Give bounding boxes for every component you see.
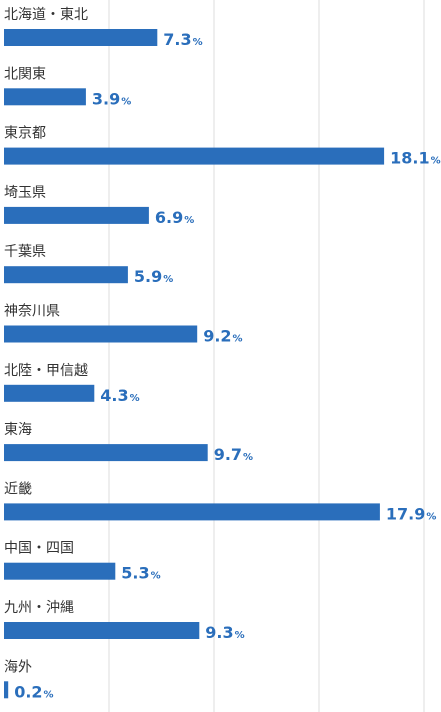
- data-label: 5.3%: [121, 564, 160, 583]
- category-label: 千葉県: [4, 244, 46, 260]
- category-label: 九州・沖縄: [4, 600, 74, 616]
- category-label: 神奈川県: [4, 304, 60, 320]
- category-label: 北陸・甲信越: [4, 363, 88, 379]
- bar: [4, 88, 86, 106]
- category-label: 海外: [4, 659, 32, 675]
- bar: [4, 147, 385, 165]
- bar: [4, 384, 95, 402]
- category-label: 東海: [4, 422, 32, 438]
- data-label: 5.9%: [134, 267, 173, 286]
- data-label: 18.1%: [390, 149, 441, 168]
- data-label: 17.9%: [386, 504, 437, 523]
- bar: [4, 562, 116, 580]
- bar: [4, 266, 128, 284]
- bar: [4, 325, 198, 343]
- data-label: 4.3%: [100, 386, 139, 405]
- category-label: 北海道・東北: [4, 7, 88, 23]
- category-label: 中国・四国: [4, 541, 74, 557]
- data-label: 9.3%: [205, 623, 244, 642]
- data-label: 7.3%: [163, 30, 202, 49]
- bar: [4, 681, 9, 699]
- data-label: 9.7%: [214, 445, 253, 464]
- data-label: 3.9%: [92, 89, 131, 108]
- bar: [4, 503, 380, 521]
- category-label: 近畿: [4, 481, 32, 497]
- category-label: 東京都: [4, 126, 46, 142]
- bar: [4, 444, 208, 462]
- bar: [4, 206, 149, 224]
- bar: [4, 29, 158, 46]
- data-label: 9.2%: [203, 327, 242, 346]
- bar: [4, 622, 200, 639]
- data-label: 0.2%: [14, 682, 53, 701]
- category-label: 埼玉県: [4, 185, 46, 201]
- data-label: 6.9%: [155, 208, 194, 227]
- category-label: 北関東: [4, 66, 46, 82]
